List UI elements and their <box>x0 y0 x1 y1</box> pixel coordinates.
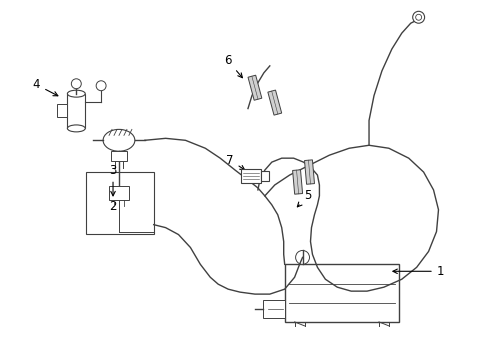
Bar <box>248 75 262 100</box>
Bar <box>304 160 315 184</box>
Bar <box>57 104 68 117</box>
Text: 3: 3 <box>109 163 117 196</box>
Bar <box>293 170 303 194</box>
Text: 2: 2 <box>109 200 117 213</box>
Ellipse shape <box>103 129 135 151</box>
Bar <box>241 169 261 183</box>
Bar <box>261 171 269 181</box>
Circle shape <box>96 81 106 91</box>
Circle shape <box>295 251 310 264</box>
Ellipse shape <box>68 90 85 97</box>
Text: 1: 1 <box>393 265 444 278</box>
Bar <box>263 300 285 318</box>
Ellipse shape <box>68 125 85 132</box>
Bar <box>111 151 127 161</box>
Bar <box>109 186 129 200</box>
Text: 7: 7 <box>226 154 245 170</box>
Bar <box>86 172 154 234</box>
Text: 6: 6 <box>224 54 243 78</box>
Circle shape <box>416 14 421 20</box>
Text: 4: 4 <box>33 78 58 96</box>
Bar <box>268 90 282 115</box>
Text: 5: 5 <box>297 189 311 207</box>
Circle shape <box>72 79 81 89</box>
Bar <box>68 94 85 129</box>
Bar <box>285 264 399 322</box>
Circle shape <box>413 11 425 23</box>
